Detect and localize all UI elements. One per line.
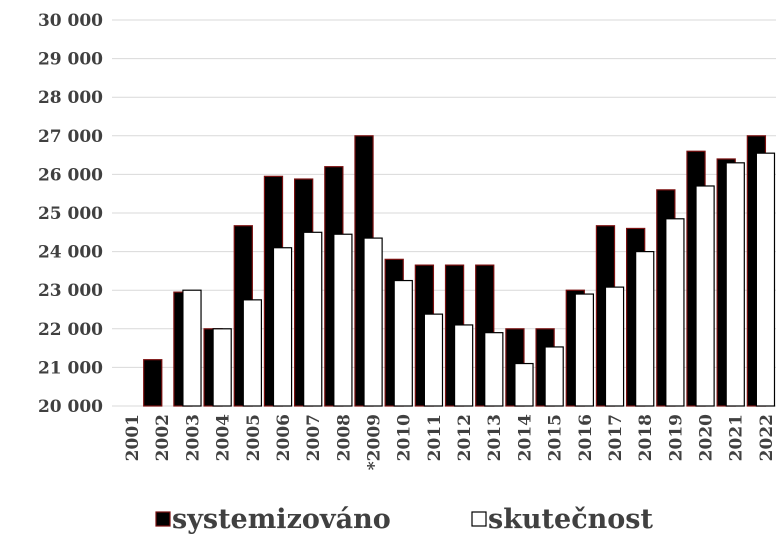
bar [635,251,655,407]
bar [212,328,232,407]
y-tick-label: 25 000 [38,204,103,224]
y-tick-label: 24 000 [38,243,103,263]
y-tick-label: 29 000 [38,50,103,70]
x-tick-label: 2003 [183,414,203,461]
x-tick-label: 2007 [304,414,324,461]
bar [143,359,163,407]
legend-swatch [471,511,487,527]
bar [423,313,444,407]
bar [333,233,353,407]
y-tick-label: 20 000 [38,397,103,417]
bar [363,237,383,407]
x-tick-label: 2022 [757,414,776,461]
y-tick-label: 21 000 [38,358,103,378]
bar [544,346,564,407]
x-tick-label: 2015 [546,414,566,461]
bar [453,324,474,407]
x-tick-label: *2009 [364,414,384,470]
legend-label: systemizováno [172,504,391,535]
x-tick-label: 2004 [214,414,234,461]
x-tick-label: 2019 [666,414,686,461]
y-tick-label: 28 000 [38,88,103,108]
y-tick-label: 30 000 [38,11,103,31]
x-tick-label: 2018 [636,414,656,461]
x-tick-label: 2016 [576,414,596,461]
x-tick-label: 2002 [153,414,173,461]
bar [755,152,776,407]
bar [272,247,293,407]
legend-swatch [155,511,171,527]
bar [574,293,594,407]
bar [242,299,262,407]
bar [393,279,413,407]
x-tick-label: 2017 [606,414,626,461]
x-tick-label: 2012 [455,414,475,461]
bar [725,162,745,407]
x-tick-label: 2014 [515,414,535,461]
bar [604,286,625,407]
x-tick-label: 2008 [334,414,354,461]
y-tick-label: 22 000 [38,320,103,340]
bar [182,289,202,407]
y-tick-label: 23 000 [38,281,103,301]
legend-label: skutečnost [488,504,653,535]
bar [514,362,534,407]
x-tick-label: 2005 [244,414,264,461]
x-tick-label: 2001 [123,414,143,461]
x-tick-label: 2011 [425,414,445,461]
x-tick-label: 2013 [485,414,505,461]
bar [484,332,504,407]
x-tick-label: 2010 [395,414,415,461]
x-tick-label: 2021 [727,414,747,461]
y-tick-label: 26 000 [38,165,103,185]
x-tick-label: 2020 [696,414,716,461]
y-tick-label: 27 000 [38,127,103,147]
x-tick-label: 2006 [274,414,294,461]
bar [303,231,323,407]
bar [665,218,685,407]
bar [695,185,715,407]
